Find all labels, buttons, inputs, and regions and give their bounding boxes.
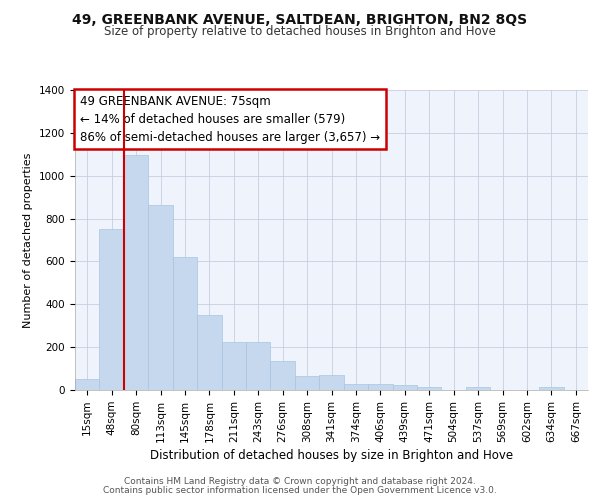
Text: Size of property relative to detached houses in Brighton and Hove: Size of property relative to detached ho… <box>104 25 496 38</box>
Bar <box>75 380 100 390</box>
Bar <box>466 388 490 390</box>
X-axis label: Distribution of detached houses by size in Brighton and Hove: Distribution of detached houses by size … <box>150 449 513 462</box>
Bar <box>148 204 173 390</box>
Bar <box>271 361 295 390</box>
Bar <box>295 376 319 390</box>
Bar <box>319 375 344 390</box>
Text: 49, GREENBANK AVENUE, SALTDEAN, BRIGHTON, BN2 8QS: 49, GREENBANK AVENUE, SALTDEAN, BRIGHTON… <box>73 12 527 26</box>
Y-axis label: Number of detached properties: Number of detached properties <box>23 152 34 328</box>
Bar <box>344 384 368 390</box>
Bar <box>539 388 563 390</box>
Bar <box>368 384 392 390</box>
Text: Contains HM Land Registry data © Crown copyright and database right 2024.: Contains HM Land Registry data © Crown c… <box>124 477 476 486</box>
Text: 49 GREENBANK AVENUE: 75sqm
← 14% of detached houses are smaller (579)
86% of sem: 49 GREENBANK AVENUE: 75sqm ← 14% of deta… <box>80 94 380 144</box>
Bar <box>197 315 221 390</box>
Text: Contains public sector information licensed under the Open Government Licence v3: Contains public sector information licen… <box>103 486 497 495</box>
Bar <box>124 156 148 390</box>
Bar <box>173 257 197 390</box>
Bar <box>417 387 442 390</box>
Bar <box>392 386 417 390</box>
Bar <box>246 342 271 390</box>
Bar <box>221 342 246 390</box>
Bar <box>100 230 124 390</box>
